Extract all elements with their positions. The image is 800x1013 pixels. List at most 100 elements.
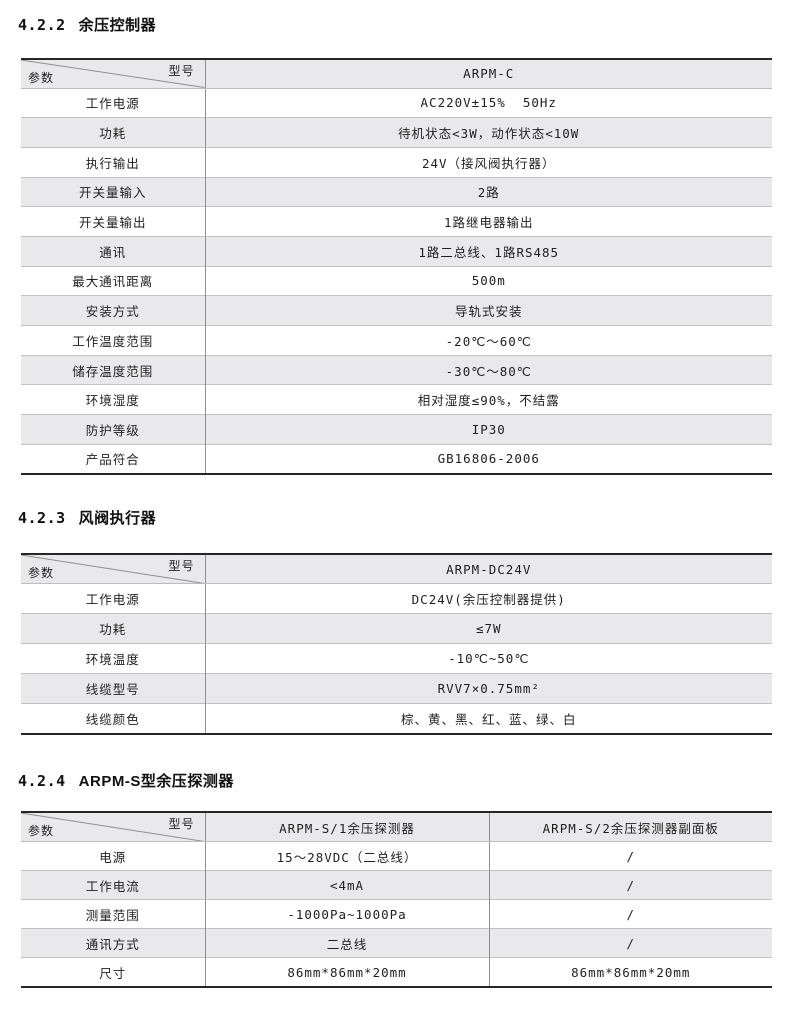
param-value: 86mm*86mm*20mm <box>488 957 772 987</box>
param-label: 产品符合 <box>21 443 205 474</box>
param-label: 工作电源 <box>85 97 140 112</box>
param-value: / <box>488 899 772 929</box>
param-value: 导轨式安装 <box>204 295 772 326</box>
param-value: / <box>488 928 772 958</box>
table-row: 环境温度 -10℃~50℃ <box>21 643 772 674</box>
param-label: 储存温度范围 <box>21 354 205 385</box>
section-number: 4.2.4 <box>18 771 66 790</box>
corner-model-label: 型号 <box>168 558 195 573</box>
table-row: 线缆颜色 棕、黄、黑、红、蓝、绿、白 <box>21 703 772 734</box>
section-heading-422: 4.2.2 余压控制器 <box>18 14 772 37</box>
table-row: 工作电流 <4mA / <box>21 870 772 900</box>
corner-param-label: 参数 <box>28 70 55 85</box>
param-label: 开关量输入 <box>21 176 205 207</box>
param-label: 功耗 <box>21 117 205 148</box>
corner-model-label: 型号 <box>168 816 195 831</box>
model-column-header: ARPM-S/2余压探测器副面板 <box>488 811 772 843</box>
table-row: 安装方式 导轨式安装 <box>21 295 772 326</box>
corner-param-label: 参数 <box>28 566 55 581</box>
param-label: 工作电流 <box>21 870 205 900</box>
param-label: 功耗 <box>21 613 205 644</box>
corner-model-label: 型号 <box>168 64 195 78</box>
param-label: 线缆型号 <box>21 673 205 704</box>
table-header-row: 型号 参数 ARPM-DC24V <box>21 553 772 585</box>
table-header-row: 型号 参数 ARPM-S/1余压探测器 ARPM-S/2余压探测器副面板 <box>21 811 772 843</box>
table-row: 线缆型号 RVV7×0.75mm² <box>21 673 772 704</box>
section-number: 4.2.2 <box>18 16 66 34</box>
section-number: 4.2.3 <box>18 508 66 527</box>
table-row: 防护等级 IP30 <box>21 414 772 445</box>
param-label: 安装方式 <box>21 295 205 326</box>
corner-header-cell: 型号 参数 <box>21 59 205 89</box>
param-value: AC220V±15% 50Hz <box>204 88 772 118</box>
section-title: 余压控制器 <box>78 17 157 34</box>
param-label: 工作电源 <box>85 593 140 608</box>
table-row: 产品符合 GB16806-2006 <box>21 443 772 474</box>
param-value: 15～28VDC（二总线） <box>204 841 489 871</box>
param-value: DC24V(余压控制器提供) <box>204 583 772 614</box>
param-label: 环境湿度 <box>21 384 205 415</box>
corner-header-cell: 型号 参数 <box>21 553 205 585</box>
param-value: 二总线 <box>204 928 489 958</box>
param-value: -30℃～80℃ <box>204 354 772 385</box>
table-row: 工作电源 DC24V(余压控制器提供) <box>21 583 772 614</box>
spec-table-arpm-s: 型号 参数 ARPM-S/1余压探测器 ARPM-S/2余压探测器副面板 电源 1… <box>21 810 772 988</box>
param-label: 工作温度范围 <box>21 325 205 356</box>
table-row: 环境湿度 相对湿度≤90%，不结露 <box>21 384 772 415</box>
param-value: 24V（接风阀执行器） <box>204 146 772 178</box>
diagonal-divider-icon <box>21 60 205 88</box>
diagonal-divider-icon <box>21 555 205 584</box>
param-value: 1路继电器输出 <box>204 206 772 237</box>
param-value: ≤7W <box>204 613 772 644</box>
param-label: 测量范围 <box>21 899 205 929</box>
section-title: 风阀执行器 <box>78 509 157 527</box>
param-label: 开关量输出 <box>21 206 205 237</box>
model-column-header: ARPM-C <box>204 59 772 89</box>
model-column-header: ARPM-S/1余压探测器 <box>204 811 489 843</box>
param-value: 2路 <box>204 176 772 207</box>
param-value: 待机状态<3W，动作状态<10W <box>204 117 772 148</box>
param-value: RVV7×0.75mm² <box>204 673 772 704</box>
param-value: / <box>488 870 772 900</box>
param-value: IP30 <box>204 414 772 445</box>
param-value: 500m <box>204 265 772 296</box>
param-value: 1路二总线、1路RS485 <box>204 235 772 267</box>
table-header-row: 型号 参数 ARPM-C <box>21 59 772 89</box>
param-value: <4mA <box>204 870 489 900</box>
table-row: 测量范围 -1000Pa~1000Pa / <box>21 899 772 929</box>
table-row: 开关量输入 2路 <box>21 176 772 207</box>
param-label: 通讯方式 <box>21 928 205 958</box>
param-value: -1000Pa~1000Pa <box>204 899 489 929</box>
param-value: -20℃～60℃ <box>204 325 772 356</box>
diagonal-divider-icon <box>21 813 205 842</box>
table-row: 通讯 1路二总线、1路RS485 <box>21 235 772 267</box>
table-row: 电源 15～28VDC（二总线） / <box>21 841 772 871</box>
table-row: 开关量输出 1路继电器输出 <box>21 206 772 237</box>
section-heading-423: 4.2.3 风阀执行器 <box>18 507 772 530</box>
table-row: 储存温度范围 -30℃～80℃ <box>21 354 772 385</box>
param-value: -10℃~50℃ <box>204 643 772 674</box>
table-row: 功耗 ≤7W <box>21 613 772 644</box>
spec-table-arpm-c: 型号 参数 ARPM-C 工作电源 AC220V±15% 50Hz 功耗 待机状态<… <box>21 58 772 475</box>
param-label: 执行输出 <box>21 146 205 178</box>
param-label: 线缆颜色 <box>21 703 205 734</box>
param-value: GB16806-2006 <box>204 443 772 474</box>
document-page: 4.2.2 余压控制器 型号 参数 ARPM-C 工作电源 AC220V±15% 5… <box>0 14 800 988</box>
table-row: 尺寸 86mm*86mm*20mm 86mm*86mm*20mm <box>21 957 772 987</box>
param-label: 防护等级 <box>21 414 205 445</box>
table-row: 工作电源 AC220V±15% 50Hz <box>21 88 772 118</box>
corner-header-cell: 型号 参数 <box>21 811 205 843</box>
corner-param-label: 参数 <box>28 824 55 839</box>
param-value: / <box>488 841 772 871</box>
param-value: 86mm*86mm*20mm <box>204 957 489 987</box>
param-label: 尺寸 <box>21 957 205 987</box>
section-title: ARPM-S型余压探测器 <box>78 772 234 790</box>
model-column-header: ARPM-DC24V <box>204 553 772 585</box>
spec-table-arpm-dc24v: 型号 参数 ARPM-DC24V 工作电源 DC24V(余压控制器提供) 功耗 ≤7… <box>21 552 772 735</box>
param-label: 通讯 <box>21 235 205 267</box>
param-label: 环境温度 <box>21 643 205 674</box>
table-row: 最大通讯距离 500m <box>21 265 772 296</box>
param-label: 电源 <box>99 850 127 865</box>
table-row: 通讯方式 二总线 / <box>21 928 772 958</box>
param-label: 最大通讯距离 <box>21 265 205 296</box>
